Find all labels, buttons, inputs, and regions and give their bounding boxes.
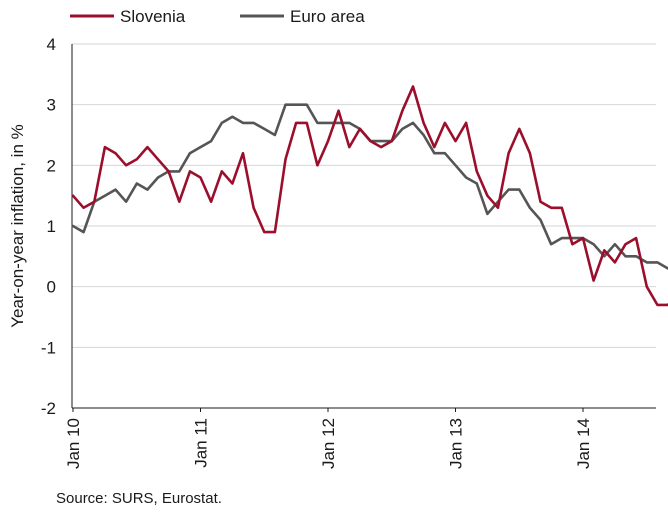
y-tick-label: 4 xyxy=(47,35,56,54)
legend-label: Euro area xyxy=(290,7,365,26)
y-tick-label: 1 xyxy=(47,217,56,236)
legend-label: Slovenia xyxy=(120,7,186,26)
x-tick-label: Jan 10 xyxy=(64,418,83,469)
y-tick-label: 2 xyxy=(47,156,56,175)
legend: Slovenia Euro area xyxy=(70,7,365,26)
y-tick-label: 3 xyxy=(47,96,56,115)
series-line-euro-area xyxy=(71,103,668,270)
x-tick-label: Jan 11 xyxy=(192,418,211,468)
x-tick-label: Jan 12 xyxy=(319,418,338,469)
y-axis-title: Year-on-year inflation, in % xyxy=(8,124,27,328)
y-tick-label: 0 xyxy=(47,278,56,297)
y-axis-ticks: -2 -1 0 1 2 3 4 xyxy=(41,35,56,418)
y-tick-label: -1 xyxy=(41,338,56,357)
x-tick-label: Jan 14 xyxy=(574,418,593,469)
y-tick-label: -2 xyxy=(41,399,56,418)
x-tick-label: Jan 13 xyxy=(447,418,466,469)
source-note: Source: SURS, Eurostat. xyxy=(56,490,222,507)
series-line-slovenia xyxy=(71,85,668,307)
gridlines xyxy=(72,43,656,409)
series-lines xyxy=(71,85,668,307)
